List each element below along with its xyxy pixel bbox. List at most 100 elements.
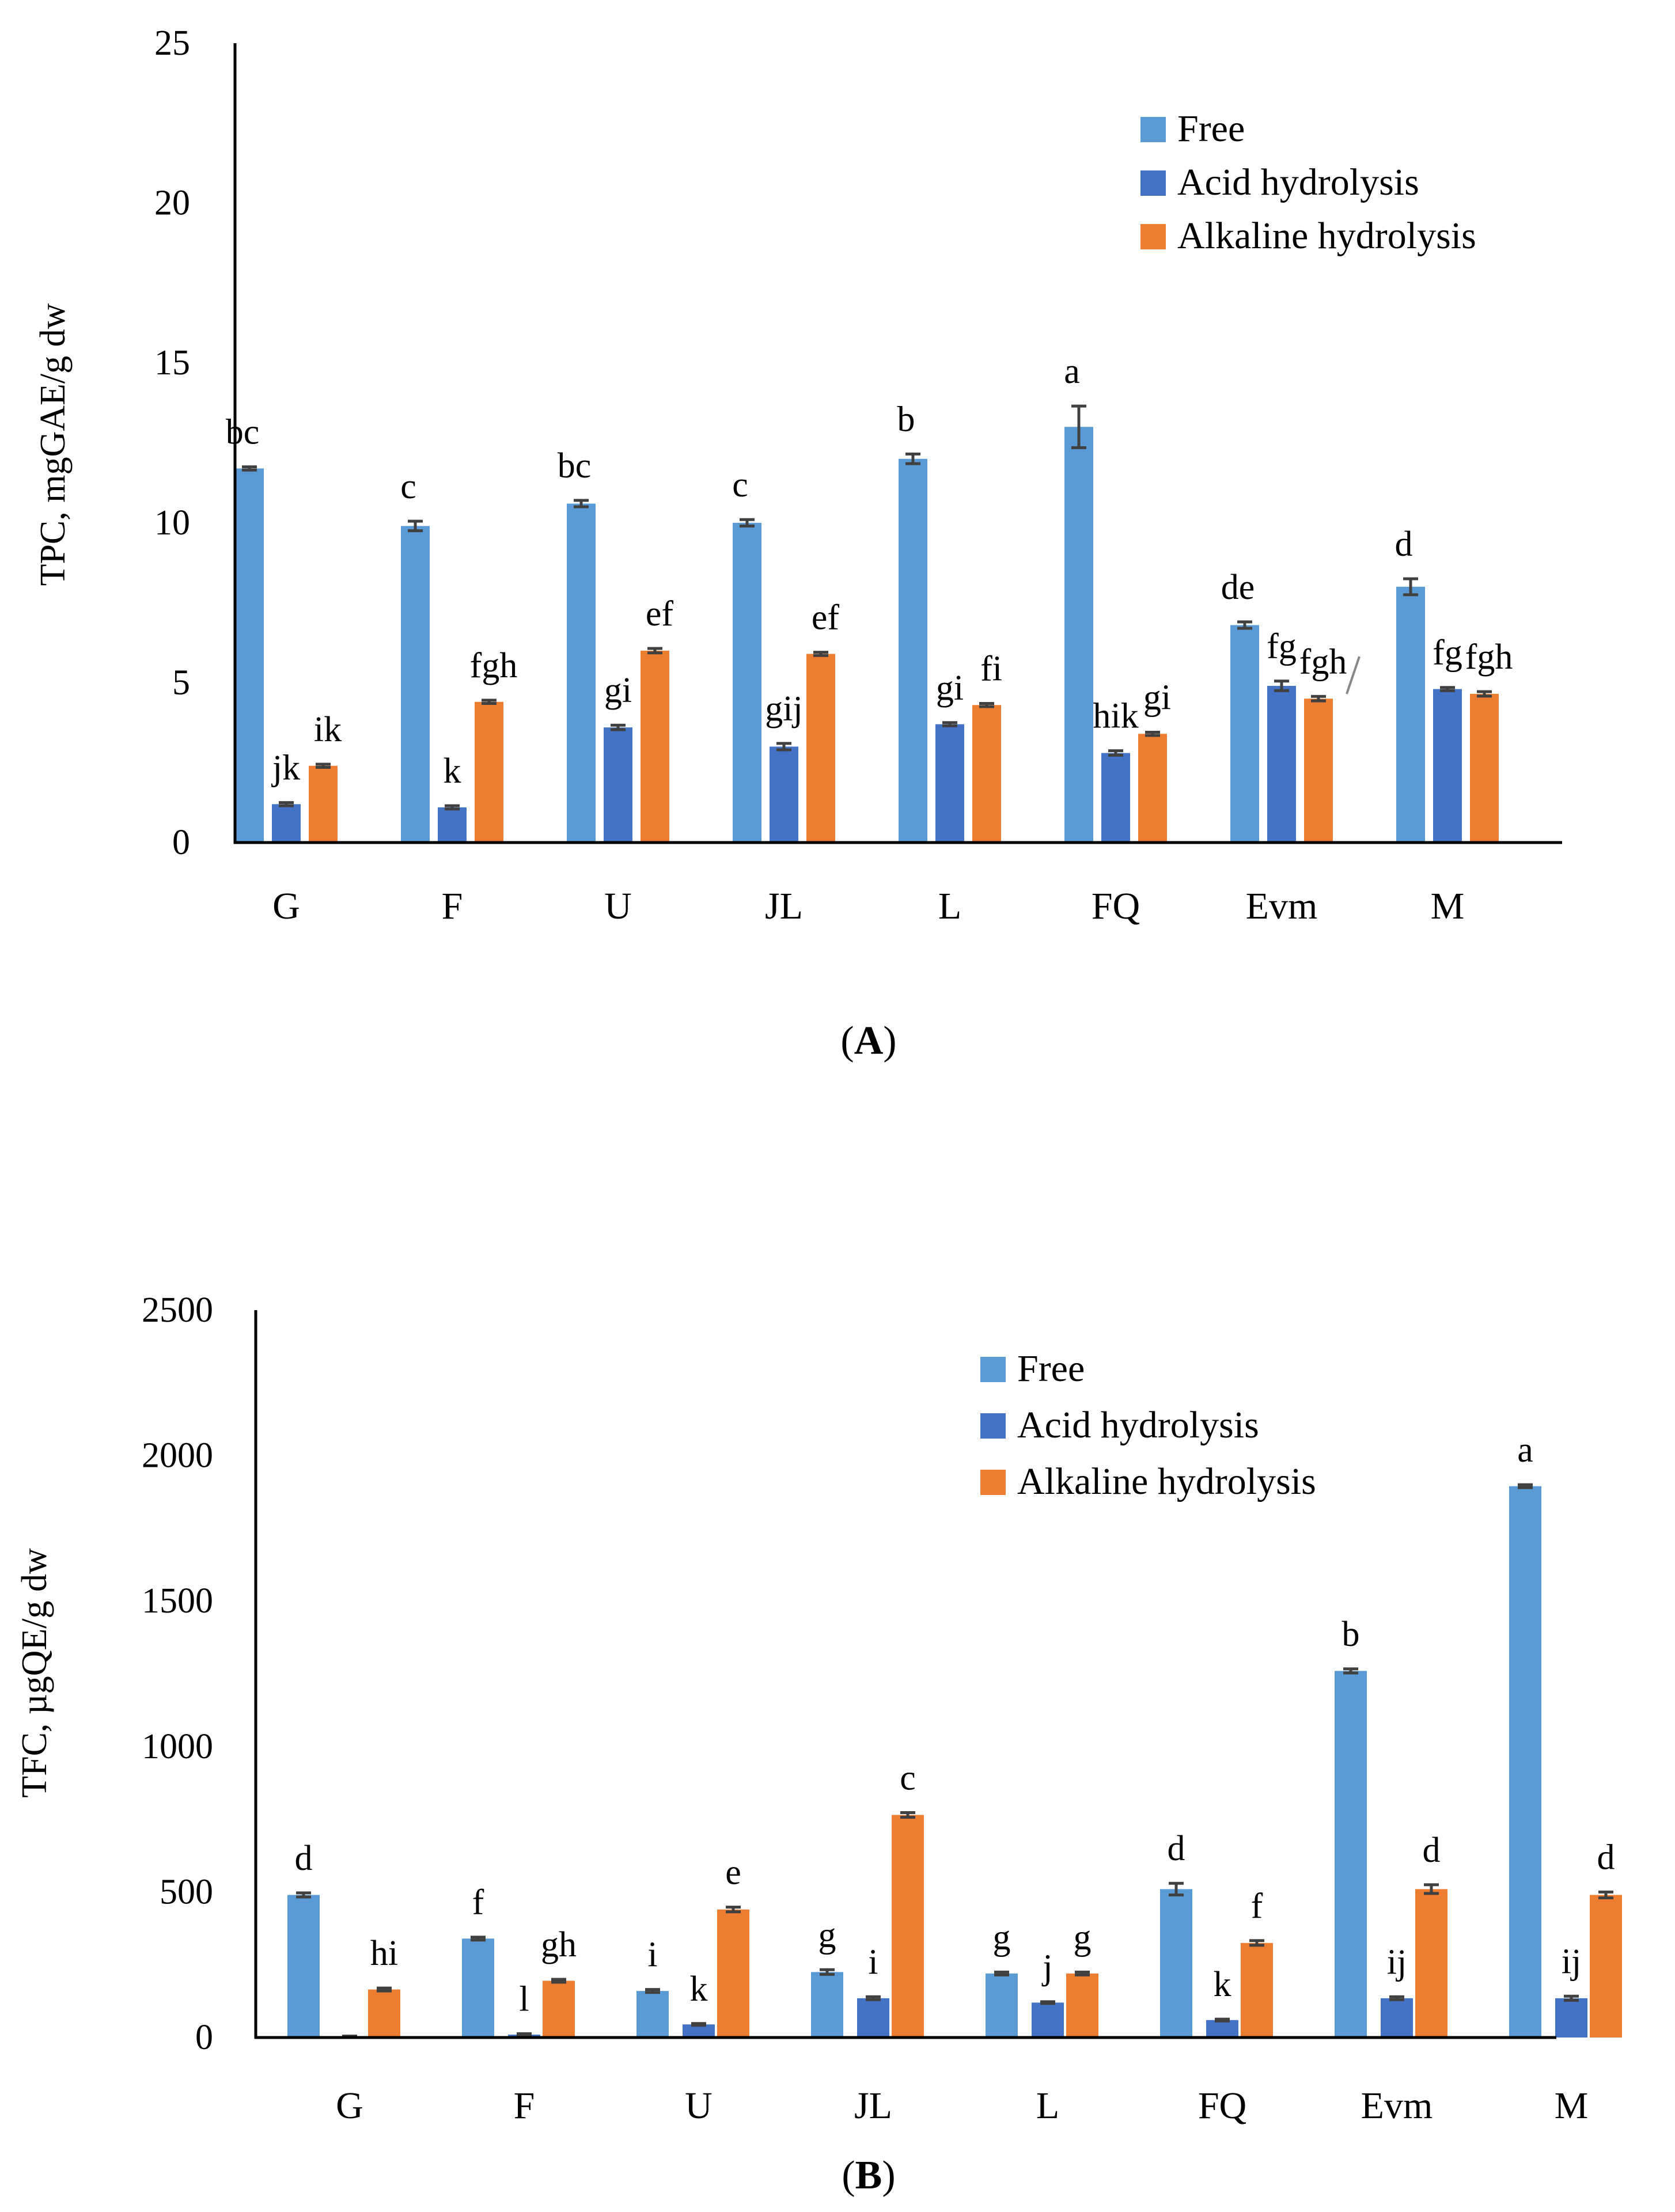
x-tick-label: G: [272, 885, 300, 927]
significance-letter: fgh: [1465, 638, 1513, 677]
bar-alkaline-hydrolysis: [1304, 699, 1333, 843]
y-tick-label: 0: [172, 823, 190, 862]
legend-swatch: [980, 1470, 1006, 1495]
bar-free: [462, 1938, 494, 2038]
significance-letter: c: [400, 467, 416, 506]
x-tick-label: Evm: [1361, 2085, 1433, 2127]
bar-alkaline-hydrolysis: [806, 654, 835, 843]
bar-alkaline-hydrolysis: [1138, 734, 1167, 843]
bar-acid-hydrolysis: [1032, 2002, 1064, 2038]
bar-free: [733, 522, 761, 843]
bar-acid-hydrolysis: [1381, 1998, 1413, 2038]
bar-acid-hydrolysis: [604, 727, 632, 843]
legend-label: Alkaline hydrolysis: [1017, 1460, 1316, 1503]
significance-letter: bc: [226, 413, 260, 452]
chart-b: 0 500 1000 1500 2000 2500 TFC, µgQE/g dw d hi Gf l…: [15, 1291, 1622, 2198]
x-tick-label: JL: [854, 2085, 892, 2127]
bar-alkaline-hydrolysis: [1470, 693, 1499, 843]
significance-letter: bc: [558, 446, 592, 485]
bar-free: [636, 1991, 669, 2038]
significance-letter: jk: [271, 749, 300, 788]
significance-letter: d: [1168, 1829, 1185, 1868]
significance-letter: g: [993, 1918, 1011, 1957]
bar-free: [1396, 586, 1425, 843]
bar-alkaline-hydrolysis: [717, 1909, 749, 2038]
bar-alkaline-hydrolysis: [1241, 1942, 1273, 2038]
significance-letter: gi: [1143, 678, 1171, 717]
significance-letter: b: [897, 400, 915, 439]
bar-free: [1230, 625, 1259, 843]
panel-label-open-paren: (: [842, 2153, 855, 2198]
bar-alkaline-hydrolysis: [368, 1989, 400, 2038]
significance-letter: d: [1423, 1831, 1441, 1870]
significance-letter: f: [1251, 1887, 1263, 1926]
y-tick-label: 1500: [142, 1581, 213, 1621]
legend-swatch: [980, 1357, 1006, 1382]
bar-acid-hydrolysis: [683, 2024, 715, 2038]
significance-letter: g: [818, 1915, 836, 1955]
y-axis-title: TFC, µgQE/g dw: [15, 1548, 54, 1798]
x-tick-label: M: [1431, 885, 1465, 927]
legend-label: Alkaline hydrolysis: [1177, 215, 1476, 257]
bar-acid-hydrolysis: [272, 804, 301, 843]
y-tick-label: 2500: [142, 1291, 213, 1330]
significance-letter: d: [1597, 1838, 1615, 1877]
significance-letter: de: [1221, 568, 1255, 607]
significance-letter: hi: [370, 1934, 398, 1973]
significance-letter: f: [472, 1883, 484, 1922]
significance-letter: a: [1064, 352, 1080, 391]
legend-swatch: [1140, 117, 1166, 142]
bar-acid-hydrolysis: [935, 724, 964, 843]
bar-free: [986, 1973, 1018, 2038]
significance-letter: gh: [541, 1925, 577, 1964]
bar-free: [1160, 1889, 1192, 2038]
y-tick-label: 5: [172, 663, 190, 702]
bar-alkaline-hydrolysis: [475, 701, 503, 843]
panel-label-close-paren: ): [882, 2153, 895, 2198]
bar-acid-hydrolysis: [1555, 1998, 1587, 2038]
legend-swatch: [1140, 224, 1166, 249]
significance-letter: e: [725, 1853, 741, 1892]
significance-letter: d: [1395, 525, 1413, 564]
bar-acid-hydrolysis: [1433, 689, 1462, 843]
panel-label-open-paren: (: [840, 1019, 854, 1063]
bar-alkaline-hydrolysis: [1066, 1973, 1098, 2038]
significance-letter: k: [690, 1970, 708, 2009]
significance-letter: i: [647, 1936, 657, 1975]
significance-letter: c: [732, 465, 748, 504]
significance-letter: k: [1214, 1965, 1231, 2004]
bar-alkaline-hydrolysis: [309, 765, 338, 843]
bar-acid-hydrolysis: [770, 746, 798, 843]
bar-alkaline-hydrolysis: [1590, 1895, 1622, 2038]
bar-alkaline-hydrolysis: [1415, 1889, 1447, 2038]
significance-letter: gij: [765, 689, 802, 729]
x-tick-label: U: [604, 885, 632, 927]
y-tick-label: 1000: [142, 1727, 213, 1766]
panel-label-letter: B: [855, 2153, 882, 2198]
legend-swatch: [1140, 170, 1166, 196]
panel-label: (B): [842, 2153, 895, 2198]
significance-letter: c: [900, 1758, 916, 1797]
bar-acid-hydrolysis: [1101, 753, 1130, 843]
bar-free: [811, 1972, 843, 2038]
bar-acid-hydrolysis: [1206, 2020, 1238, 2038]
significance-letter: b: [1342, 1615, 1360, 1654]
significance-letter: ik: [314, 710, 342, 749]
x-tick-label: F: [442, 885, 463, 927]
x-tick-label: F: [514, 2085, 535, 2127]
legend-label: Acid hydrolysis: [1017, 1404, 1259, 1446]
x-tick-label: FQ: [1198, 2085, 1246, 2127]
legend-label: Free: [1177, 108, 1245, 150]
significance-letter: fg: [1267, 627, 1297, 666]
significance-letter: i: [868, 1942, 878, 1982]
x-tick-label: FQ: [1092, 885, 1140, 927]
significance-letter: d: [295, 1839, 313, 1878]
significance-letter: fgh: [1299, 642, 1347, 681]
significance-letter: fgh: [470, 646, 518, 685]
bar-free: [1064, 427, 1093, 843]
significance-letter: j: [1041, 1948, 1052, 1987]
bar-free: [287, 1895, 320, 2038]
label-leader-line: [1346, 656, 1361, 695]
bar-alkaline-hydrolysis: [641, 650, 669, 843]
